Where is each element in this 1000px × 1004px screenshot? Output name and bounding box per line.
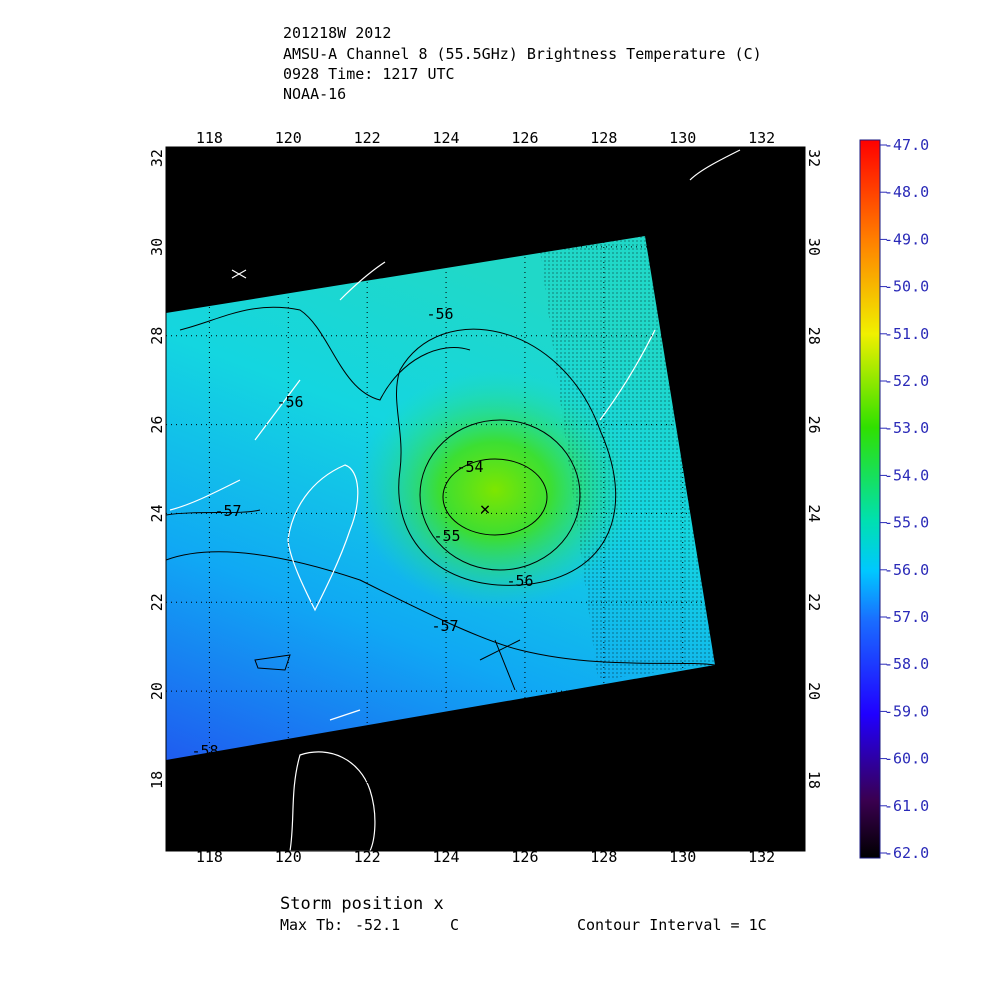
colorbar-label: -51.0 — [884, 325, 929, 343]
x-tick-label: 128 — [590, 129, 617, 147]
x-tick-label: 132 — [748, 848, 775, 866]
storm-note: Storm position x — [280, 894, 444, 914]
storm-marker: × — [480, 499, 491, 520]
footer: Storm position x Max Tb: -52.1 C Contour… — [280, 894, 767, 934]
y-tick-label: 26 — [805, 416, 823, 434]
colorbar-label: -52.0 — [884, 372, 929, 390]
x-tick-label: 126 — [511, 848, 538, 866]
axis-labels: 118 118 120 120 122 122 124 124 126 126 128 128 130 1… — [148, 129, 823, 866]
coastlines — [169, 149, 741, 852]
header: 201218W 2012 AMSU-A Channel 8 (55.5GHz) … — [283, 24, 762, 103]
title-line: 201218W 2012 — [283, 24, 391, 42]
x-tick-label: 122 — [354, 129, 381, 147]
y-tick-label: 22 — [148, 593, 166, 611]
max-tb-unit: C — [450, 916, 459, 934]
colorbar-label: -58.0 — [884, 655, 929, 673]
scan-edge — [540, 236, 715, 680]
y-tick-label: 22 — [805, 593, 823, 611]
contour-label: -58 — [191, 742, 218, 760]
x-tick-label: 120 — [275, 129, 302, 147]
x-tick-label: 124 — [433, 848, 460, 866]
colorbar-label: -53.0 — [884, 419, 929, 437]
y-tick-label: 26 — [148, 416, 166, 434]
colorbar-label: -48.0 — [884, 183, 929, 201]
colorbar-scale — [859, 139, 881, 859]
x-tick-label: 122 — [354, 848, 381, 866]
colorbar-label: -59.0 — [884, 702, 929, 720]
title-line: AMSU-A Channel 8 (55.5GHz) Brightness Te… — [283, 45, 762, 63]
contour-label: -56 — [426, 305, 453, 323]
colorbar-label: -61.0 — [884, 797, 929, 815]
map-frame — [165, 146, 806, 852]
y-tick-label: 20 — [805, 682, 823, 700]
y-tick-label: 18 — [148, 771, 166, 789]
contour-labels: -56 -56 -57 -54 -55 -56 -57 -58 — [191, 305, 533, 760]
title-line: 0928 Time: 1217 UTC — [283, 65, 455, 83]
y-tick-label: 24 — [805, 504, 823, 522]
colorbar-label: -47.0 — [884, 136, 929, 154]
contour-label: -55 — [433, 527, 460, 545]
y-tick-label: 20 — [148, 682, 166, 700]
colorbar-label: -56.0 — [884, 561, 929, 579]
contour-label: -54 — [456, 458, 483, 476]
x-tick-label: 118 — [196, 129, 223, 147]
y-tick-label: 32 — [148, 149, 166, 167]
y-tick-label: 28 — [148, 327, 166, 345]
contour-label: -56 — [506, 572, 533, 590]
x-tick-label: 118 — [196, 848, 223, 866]
colorbar-label: -50.0 — [884, 278, 929, 296]
contour-label: -57 — [431, 617, 458, 635]
y-tick-label: 30 — [805, 238, 823, 256]
x-tick-label: 126 — [511, 129, 538, 147]
title-line: NOAA-16 — [283, 85, 346, 103]
colorbar-label: -60.0 — [884, 750, 929, 768]
contour-interval: Contour Interval = 1C — [577, 916, 767, 934]
x-tick-label: 130 — [669, 848, 696, 866]
colorbar: -47.0 -48.0 -49.0 -50.0 -51.0 -52.0 -53.0 -54.0… — [859, 136, 929, 862]
colorbar-label: -55.0 — [884, 514, 929, 532]
x-tick-label: 128 — [590, 848, 617, 866]
y-tick-label: 24 — [148, 504, 166, 522]
y-tick-label: 28 — [805, 327, 823, 345]
x-tick-label: 132 — [748, 129, 775, 147]
contour-label: -56 — [276, 393, 303, 411]
x-tick-label: 124 — [433, 129, 460, 147]
colorbar-label: -49.0 — [884, 230, 929, 248]
y-tick-label: 30 — [148, 238, 166, 256]
max-tb-label: Max Tb: — [280, 916, 343, 934]
colorbar-label: -57.0 — [884, 608, 929, 626]
x-tick-label: 130 — [669, 129, 696, 147]
colorbar-label: -62.0 — [884, 844, 929, 862]
contour-label: -57 — [214, 502, 241, 520]
y-tick-label: 32 — [805, 149, 823, 167]
x-tick-label: 120 — [275, 848, 302, 866]
y-tick-label: 18 — [805, 771, 823, 789]
max-tb-value: -52.1 — [355, 916, 400, 934]
colorbar-label: -54.0 — [884, 466, 929, 484]
